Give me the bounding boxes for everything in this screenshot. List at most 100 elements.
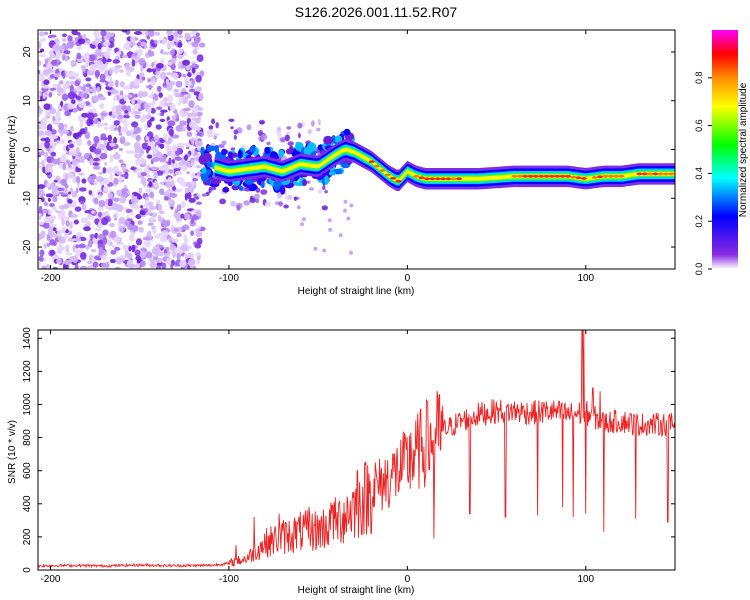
noise-blob <box>55 110 61 118</box>
noise-blob <box>93 148 102 155</box>
noise-blob <box>191 41 199 48</box>
noise-blob <box>135 134 141 142</box>
noise-blob <box>121 188 129 193</box>
noise-blob <box>68 75 76 80</box>
noise-blob <box>91 95 100 103</box>
noise-blob <box>115 257 123 265</box>
noise-blob <box>93 197 99 205</box>
noise-blob <box>158 244 164 249</box>
noise-blob <box>61 38 67 42</box>
noise-blob <box>118 159 124 163</box>
signal-peak <box>538 174 545 178</box>
noise-blob <box>188 258 196 266</box>
noise-blob <box>161 230 169 238</box>
noise-blob <box>145 174 152 178</box>
noise-blob <box>189 88 195 93</box>
noise-blob <box>124 123 128 128</box>
noise-blob <box>134 31 142 35</box>
noise-blob <box>155 141 160 146</box>
noise-blob <box>213 132 220 136</box>
signal-blob <box>291 151 298 156</box>
noise-blob <box>39 31 45 37</box>
noise-blob <box>126 69 131 77</box>
noise-blob <box>62 163 67 171</box>
noise-blob <box>184 187 190 194</box>
signal-blob <box>231 184 240 191</box>
noise-blob <box>67 162 72 168</box>
noise-blob <box>147 50 155 57</box>
noise-blob <box>85 60 90 69</box>
noise-blob <box>185 183 193 188</box>
noise-blob <box>133 126 141 134</box>
snr-y-tick-label: 600 <box>22 462 33 479</box>
noise-blob <box>74 263 79 269</box>
noise-blob <box>127 263 136 269</box>
noise-blob <box>186 93 192 99</box>
noise-blob <box>43 243 47 249</box>
noise-blob <box>137 220 143 226</box>
noise-blob <box>191 149 195 156</box>
noise-blob <box>192 177 199 182</box>
noise-blob <box>88 190 93 195</box>
noise-blob <box>287 141 294 147</box>
noise-blob <box>163 97 168 102</box>
noise-blob <box>324 190 328 194</box>
signal-peak <box>570 175 577 179</box>
noise-blob <box>118 217 125 225</box>
snr-y-axis-label: SNR (10 * v/v) <box>7 420 18 484</box>
signal-peak <box>527 174 534 178</box>
noise-blob <box>177 34 184 39</box>
noise-blob <box>87 140 92 146</box>
noise-blob <box>174 170 183 175</box>
noise-blob <box>183 253 191 257</box>
noise-blob <box>133 103 141 110</box>
noise-blob <box>59 157 67 162</box>
noise-blob <box>102 167 107 174</box>
noise-blob <box>97 194 103 199</box>
noise-blob <box>119 81 125 88</box>
noise-blob <box>276 192 282 199</box>
noise-blob <box>168 157 172 166</box>
noise-blob <box>99 103 105 110</box>
noise-blob <box>49 87 57 91</box>
signal-blob <box>203 152 212 162</box>
noise-blob <box>125 150 134 155</box>
noise-blob <box>208 125 214 130</box>
noise-blob <box>293 196 297 201</box>
noise-blob <box>100 112 107 117</box>
noise-blob <box>145 251 153 259</box>
signal-blob <box>222 187 230 193</box>
signal-blob <box>211 178 222 185</box>
snr-x-axis-label: Height of straight line (km) <box>298 585 415 596</box>
noise-blob <box>154 31 161 36</box>
noise-blob <box>195 74 202 83</box>
colorbar-tick-label: 0.4 <box>694 167 704 180</box>
noise-blob <box>120 126 128 133</box>
noise-blob <box>154 134 159 142</box>
noise-blob <box>76 96 82 100</box>
noise-blob <box>100 262 107 268</box>
noise-blob <box>57 229 63 236</box>
noise-blob <box>85 83 92 88</box>
noise-blob <box>162 133 168 141</box>
noise-blob <box>99 73 106 82</box>
noise-blob <box>176 177 184 184</box>
noise-blob <box>95 60 104 68</box>
signal-peak <box>663 172 670 176</box>
noise-blob <box>131 59 136 67</box>
noise-blob <box>168 169 174 174</box>
noise-blob <box>322 248 327 253</box>
noise-blob <box>67 172 75 179</box>
noise-blob <box>93 181 98 186</box>
noise-blob <box>179 120 187 126</box>
noise-blob <box>50 182 55 189</box>
noise-blob <box>346 216 351 221</box>
noise-blob <box>148 216 155 222</box>
noise-blob <box>191 36 199 39</box>
noise-blob <box>112 89 119 95</box>
signal-peak <box>456 177 463 181</box>
noise-blob <box>151 156 160 163</box>
signal-peak <box>418 176 425 180</box>
signal-peak <box>440 177 446 181</box>
noise-blob <box>57 105 62 110</box>
